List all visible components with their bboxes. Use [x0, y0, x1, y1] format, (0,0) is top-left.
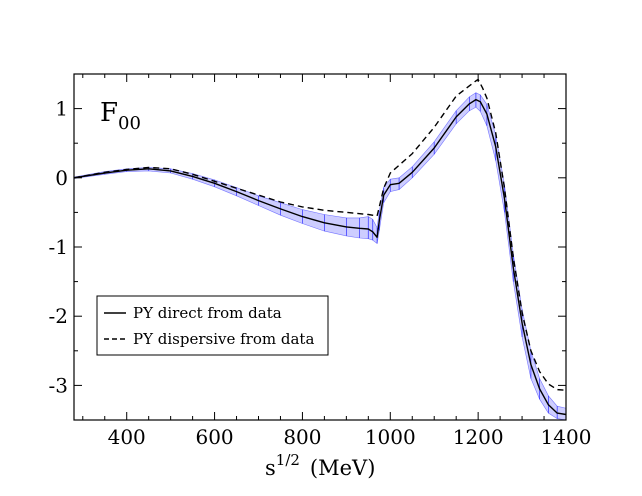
- y-tick-label: -1: [49, 235, 68, 259]
- x-axis-title: s1/2 (MeV): [265, 451, 375, 480]
- y-tick-label: 0: [55, 166, 68, 190]
- tick-layer: 400 600 800 1000 1200 1400 1 0 -1 -2 -3: [49, 73, 592, 449]
- panel-label: F00: [100, 98, 141, 134]
- x-tick-label: 600: [195, 425, 233, 449]
- legend: PY direct from data PY dispersive from d…: [96, 295, 329, 356]
- x-axis-title-unit: (MeV): [310, 456, 375, 480]
- x-tick-label: 1400: [541, 425, 592, 449]
- x-tick-label: 1000: [365, 425, 416, 449]
- x-tick-label: 400: [108, 425, 146, 449]
- legend-box: [96, 295, 329, 356]
- series-line-direct: [73, 98, 567, 416]
- panel-label-subscript: 00: [118, 113, 141, 134]
- plot-frame: [73, 73, 567, 421]
- y-tick-label: -2: [49, 304, 68, 328]
- x-axis-title-superscript: 1/2: [276, 451, 300, 469]
- legend-label-direct: PY direct from data: [133, 304, 282, 322]
- series-layer: [73, 78, 567, 416]
- series-line-dispersive: [73, 78, 567, 391]
- y-tick-label: 1: [55, 97, 68, 121]
- x-tick-label: 1200: [453, 425, 504, 449]
- x-tick-label: 800: [283, 425, 321, 449]
- y-tick-label: -3: [49, 373, 68, 397]
- legend-label-dispersive: PY dispersive from data: [133, 330, 314, 348]
